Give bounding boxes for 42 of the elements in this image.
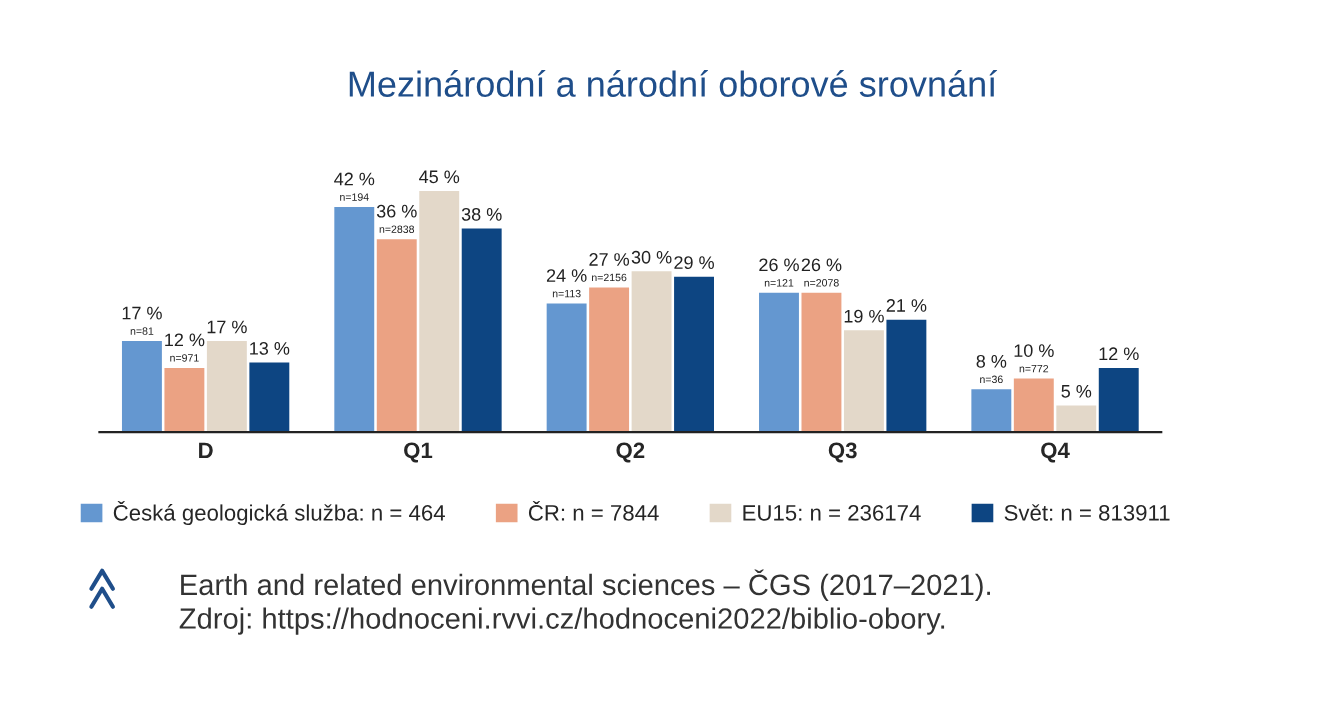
- bar: [1098, 367, 1139, 433]
- bar: [546, 303, 587, 433]
- bar: [334, 207, 375, 433]
- bar: [1056, 405, 1097, 433]
- x-tick-label: D: [199, 442, 213, 459]
- bar: [376, 239, 417, 433]
- data-label: 5 %: [1061, 384, 1092, 398]
- data-label: 21 %: [886, 299, 927, 312]
- bar: [419, 190, 460, 433]
- bar: [971, 389, 1012, 433]
- bar: [461, 228, 502, 433]
- bar: [674, 276, 714, 433]
- legend-label: EU15: n = 236174: [743, 504, 921, 521]
- data-label: 13 %: [250, 342, 290, 355]
- bar: [589, 287, 630, 433]
- x-tick-label: Q3: [828, 442, 857, 463]
- bar: [121, 341, 162, 433]
- bar: [249, 362, 290, 433]
- x-tick-label: Q2: [616, 442, 645, 463]
- data-label: 29 %: [674, 256, 714, 269]
- bar: [886, 319, 927, 433]
- legend-label: ČR: n = 7844: [528, 501, 659, 521]
- data-label: 12 %: [1099, 347, 1139, 361]
- legend-label: Svět: n = 813911: [1004, 504, 1170, 521]
- bar: [1013, 378, 1054, 433]
- bar: [631, 271, 672, 433]
- bar: [206, 341, 247, 433]
- legend-label: Česká geologická služba: n = 464: [113, 501, 445, 526]
- chart-title: Mezinárodní a národní oborové srovnání: [349, 70, 998, 97]
- bar: [801, 292, 842, 433]
- text: Zdroj: https://hodnoceni.rvvi.cz/hodnoceni2022/biblio-obory.: [179, 607, 945, 635]
- bar: [759, 292, 799, 433]
- bar: [164, 367, 205, 433]
- data-label: 19 %: [844, 309, 884, 323]
- bar: [843, 330, 884, 433]
- data-label: 45 %: [419, 170, 460, 184]
- text: Earth and related environmental sciences – ČGS (2017–2021).: [181, 569, 990, 601]
- x-tick-label: Q4: [1041, 442, 1070, 463]
- x-tick-label: Q1: [404, 442, 433, 463]
- data-label: 38 %: [461, 207, 502, 221]
- data-label: 30 %: [631, 250, 672, 264]
- data-label: 17 %: [207, 320, 247, 334]
